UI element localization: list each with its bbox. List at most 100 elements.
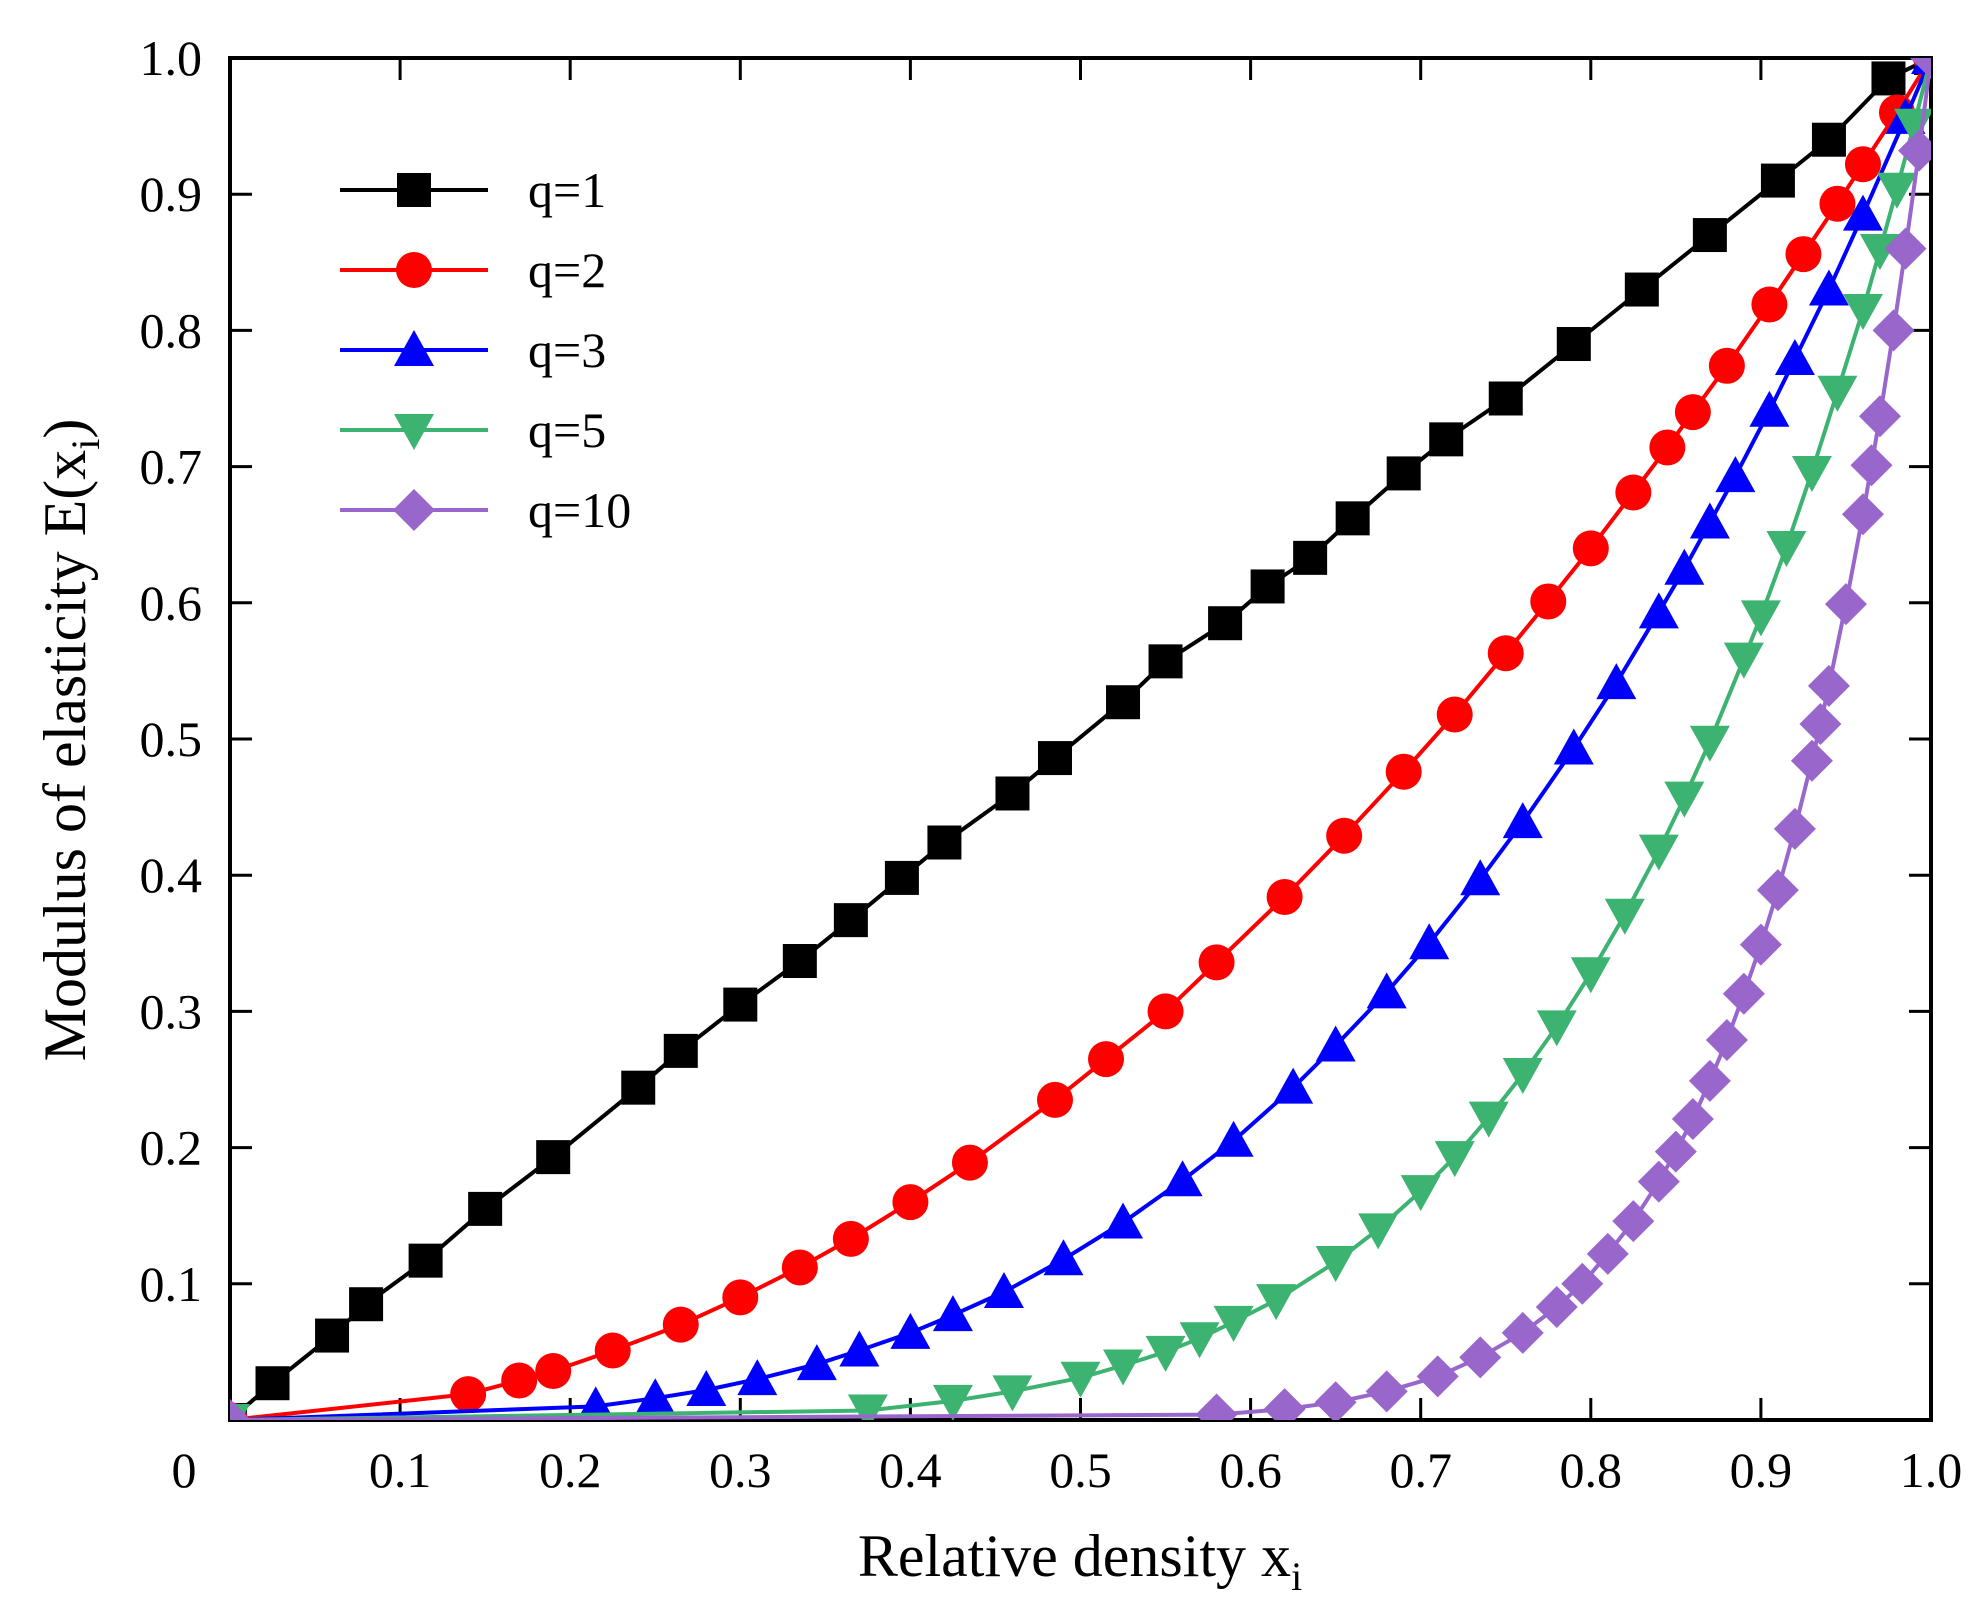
data-point xyxy=(1884,227,1927,270)
data-point xyxy=(1502,802,1543,839)
data-point xyxy=(1842,194,1883,231)
data-point xyxy=(1273,1067,1314,1104)
legend-item: q=1 xyxy=(340,162,606,218)
series-q=2 xyxy=(230,58,1931,1420)
y-tick-label: 0.4 xyxy=(140,847,203,903)
data-point xyxy=(1365,1370,1408,1413)
y-tick-label: 0.6 xyxy=(140,575,203,631)
data-point xyxy=(1036,1081,1073,1118)
x-tick-label: 0.5 xyxy=(1049,1442,1112,1498)
origin-label: 0 xyxy=(172,1442,197,1498)
data-point xyxy=(1572,530,1609,567)
data-point xyxy=(995,776,1030,811)
data-point xyxy=(1749,390,1790,427)
data-point xyxy=(796,1344,837,1381)
data-point xyxy=(1689,502,1730,539)
data-point xyxy=(1436,696,1473,733)
data-point xyxy=(890,1312,931,1349)
legend-item: q=2 xyxy=(340,242,606,298)
y-tick-label: 0.5 xyxy=(140,711,203,767)
y-tick-label: 0.3 xyxy=(140,983,203,1039)
data-point xyxy=(1358,1213,1399,1250)
data-point xyxy=(1145,1335,1186,1372)
x-axis-title-subscript: i xyxy=(1291,1554,1302,1599)
legend-item: q=3 xyxy=(340,322,606,378)
data-point xyxy=(1637,1160,1680,1203)
data-point xyxy=(1791,456,1832,493)
legend-marker xyxy=(394,414,434,450)
legend-label: q=3 xyxy=(528,322,606,378)
data-point xyxy=(1850,444,1893,487)
series-q=5 xyxy=(230,58,1931,1420)
x-axis-title: Relative density xi xyxy=(858,1523,1302,1599)
data-point xyxy=(1808,269,1849,306)
data-point xyxy=(1811,122,1846,157)
data-point xyxy=(951,1144,988,1181)
data-point xyxy=(635,1378,676,1415)
data-point xyxy=(1842,293,1883,330)
data-point xyxy=(1326,817,1363,854)
data-point xyxy=(892,1184,929,1221)
data-point xyxy=(1799,703,1842,746)
data-point xyxy=(1366,972,1407,1009)
data-point xyxy=(1615,474,1652,511)
x-tick-label: 0.1 xyxy=(369,1442,432,1498)
data-point xyxy=(1043,1239,1084,1276)
data-point xyxy=(722,1279,759,1316)
data-point xyxy=(1263,1388,1306,1420)
data-point xyxy=(1468,1101,1509,1138)
data-point xyxy=(1898,129,1931,172)
data-point xyxy=(1459,1336,1502,1379)
data-point xyxy=(1692,218,1727,253)
data-point xyxy=(1208,606,1243,641)
data-point xyxy=(927,825,962,860)
data-point xyxy=(1824,583,1867,626)
data-point xyxy=(723,987,758,1022)
data-point xyxy=(1148,644,1183,679)
legend-label: q=1 xyxy=(528,162,606,218)
data-point xyxy=(1314,1381,1357,1420)
y-tick-label: 0.8 xyxy=(140,302,203,358)
data-point xyxy=(1147,993,1184,1030)
data-point xyxy=(1674,394,1711,431)
x-tick-label: 0.7 xyxy=(1389,1442,1452,1498)
y-tick-label: 0.2 xyxy=(140,1120,203,1176)
data-point xyxy=(535,1352,572,1389)
data-point xyxy=(1876,172,1917,209)
y-tick-label: 0.7 xyxy=(140,439,203,495)
data-point xyxy=(1807,664,1850,707)
data-point xyxy=(1195,1393,1238,1420)
data-point xyxy=(1315,1246,1356,1283)
data-point xyxy=(1819,185,1856,222)
legend-label: q=10 xyxy=(528,482,631,538)
data-point xyxy=(983,1271,1024,1308)
data-point xyxy=(1689,725,1730,762)
data-point xyxy=(1604,898,1645,935)
data-point xyxy=(663,1033,698,1068)
data-point xyxy=(1766,530,1807,567)
data-point xyxy=(1293,540,1328,575)
x-tick-label: 0.9 xyxy=(1730,1442,1793,1498)
data-point xyxy=(1773,807,1816,850)
legend-marker xyxy=(397,173,431,207)
data-point xyxy=(1561,1262,1604,1305)
data-point xyxy=(1088,1041,1125,1078)
data-point xyxy=(1198,944,1235,981)
data-point xyxy=(782,944,817,979)
series-group xyxy=(230,58,1931,1420)
y-tick-label: 0.9 xyxy=(140,166,203,222)
legend-label: q=2 xyxy=(528,242,606,298)
data-point xyxy=(1756,869,1799,912)
data-point xyxy=(1386,456,1421,491)
data-point xyxy=(1037,741,1072,776)
data-point xyxy=(1664,781,1705,818)
data-point xyxy=(1250,569,1285,604)
y-tick-label: 1.0 xyxy=(140,30,203,86)
data-point xyxy=(1612,1200,1655,1243)
data-point xyxy=(1844,146,1881,183)
data-point xyxy=(1858,395,1901,438)
y-axis-title: Modulus of elasticity E(xi) xyxy=(32,419,108,1062)
data-point xyxy=(450,1376,487,1413)
data-point xyxy=(1535,1285,1578,1328)
